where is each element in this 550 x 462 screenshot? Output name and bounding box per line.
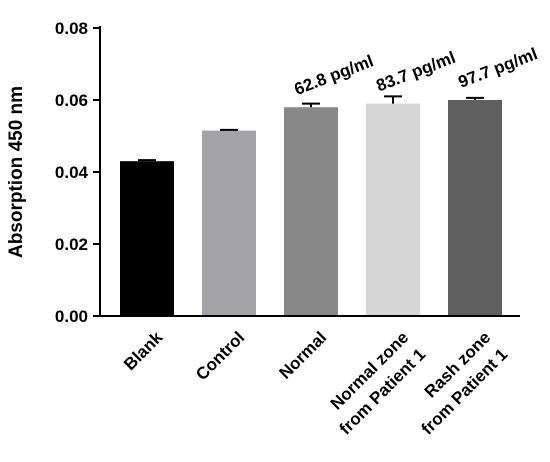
bar [284, 107, 338, 316]
y-axis-ticks: 0.00 0.02 0.04 0.06 0.08 [55, 19, 100, 326]
y-tick-label: 0.02 [55, 235, 88, 254]
bar [448, 100, 502, 316]
x-category-label: Normal [275, 328, 330, 383]
y-tick-label: 0.04 [55, 163, 89, 182]
bar [120, 161, 174, 316]
x-category-label-line: Blank [120, 327, 167, 374]
y-tick-label: 0.00 [55, 307, 88, 326]
x-category-label-line: Normal [275, 328, 330, 383]
x-category-label-line: Control [192, 328, 248, 384]
data-label: 62.8 pg/ml [292, 51, 376, 99]
y-tick-label: 0.08 [55, 19, 88, 38]
x-category-label: Control [192, 328, 248, 384]
data-label: 83.7 pg/ml [374, 48, 458, 96]
bar [366, 103, 420, 316]
y-tick-label: 0.06 [55, 91, 88, 110]
x-category-label: Rash zonefrom Patient 1 [401, 328, 512, 439]
x-category-label: Blank [120, 327, 167, 374]
x-category-label: Normal zonefrom Patient 1 [319, 328, 430, 439]
y-axis-label: Absorption 450 nm [6, 86, 27, 258]
bar [202, 130, 256, 316]
data-label: 97.7 pg/ml [456, 44, 540, 92]
bars [120, 95, 502, 316]
